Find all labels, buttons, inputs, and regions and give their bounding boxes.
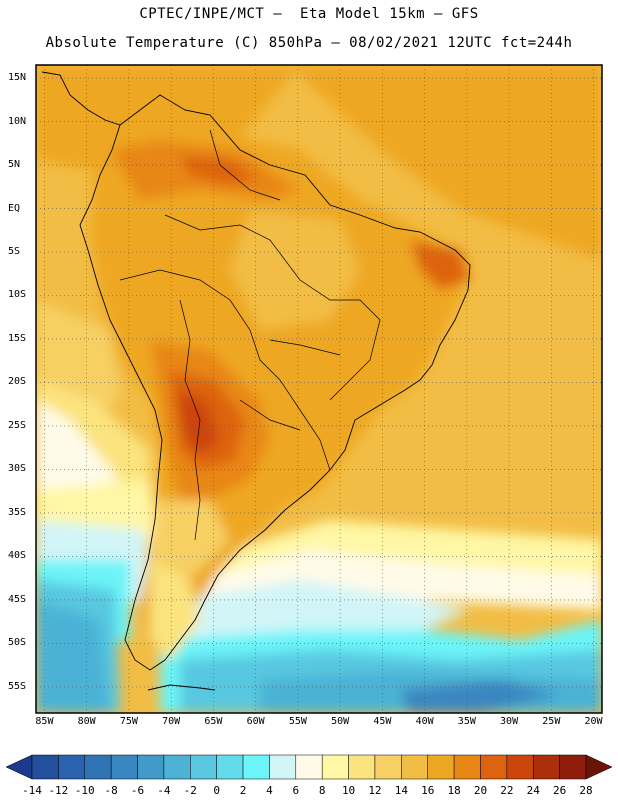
lat-label: 15S — [8, 332, 27, 344]
colorbar-tick-label: -8 — [104, 784, 118, 797]
lon-label: 65W — [204, 716, 223, 727]
colorbar-swatch — [137, 754, 165, 780]
colorbar-tick-label: 6 — [292, 784, 300, 797]
colorbar-swatch — [216, 754, 244, 780]
colorbar-swatch — [453, 754, 481, 780]
colorbar-swatch — [506, 754, 534, 780]
colorbar-tick-label: -6 — [130, 784, 145, 797]
colorbar-swatch — [84, 754, 112, 780]
lon-label: 55W — [288, 716, 307, 727]
colorbar-swatch — [321, 754, 349, 780]
colorbar-swatch — [58, 754, 86, 780]
lat-label: 50S — [8, 637, 27, 649]
lat-label: 5N — [8, 159, 21, 171]
colorbar-swatch — [242, 754, 270, 780]
lon-label: 75W — [119, 716, 138, 727]
colorbar-tick-label: 18 — [447, 784, 461, 797]
lon-label: 35W — [457, 716, 476, 727]
colorbar-swatch — [401, 754, 428, 780]
colorbar-tick-label: 24 — [526, 784, 540, 797]
lon-label: 85W — [35, 716, 54, 727]
colorbar-tick-label: -10 — [74, 784, 95, 797]
colorbar-tick-label: 16 — [421, 784, 435, 797]
lat-label: 10S — [8, 289, 27, 301]
colorbar-swatch — [163, 754, 191, 780]
colorbar-swatch — [559, 754, 587, 780]
colorbar-tick-label: -4 — [157, 784, 171, 797]
colorbar-tick-label: 26 — [552, 784, 567, 797]
lon-label: 20W — [584, 716, 603, 727]
colorbar-tick-label: 22 — [500, 784, 514, 797]
colorbar — [5, 754, 613, 780]
lon-label: 45W — [373, 716, 392, 727]
lon-label: 25W — [542, 716, 561, 727]
colorbar-max-triangle — [585, 754, 613, 780]
lat-label: 5S — [8, 246, 21, 257]
colorbar-min-triangle — [5, 754, 33, 780]
colorbar-swatch — [110, 754, 138, 780]
lat-label: 15N — [8, 72, 27, 84]
lat-label: 30S — [8, 463, 27, 475]
lat-label: 55S — [8, 680, 27, 692]
lon-label: 70W — [162, 716, 181, 727]
coastline-outline — [41, 71, 471, 691]
colorbar-tick-label: 8 — [318, 784, 326, 797]
lon-label: 50W — [331, 716, 350, 727]
country-borders — [119, 129, 381, 541]
lat-label: 25S — [8, 419, 27, 431]
colorbar-tick-label: 0 — [213, 784, 220, 797]
colorbar-swatch — [295, 754, 323, 780]
temperature-field — [36, 65, 602, 713]
colorbar-swatch — [31, 754, 59, 780]
colorbar-tick-label: -12 — [48, 784, 69, 797]
colorbar-tick-label: 4 — [266, 784, 273, 797]
colorbar-tick-label: 28 — [579, 784, 593, 797]
lat-label: 45S — [8, 593, 27, 605]
colorbar-swatch — [190, 754, 217, 780]
colorbar-tick-label: -2 — [183, 784, 197, 797]
lon-label: 40W — [415, 716, 434, 727]
lat-label: 20S — [8, 376, 27, 388]
lat-label: 40S — [8, 550, 27, 562]
colorbar-swatch — [269, 754, 297, 780]
colorbar-swatch — [427, 754, 455, 780]
lon-label: 80W — [77, 716, 96, 727]
lat-label: 35S — [8, 506, 27, 518]
colorbar-tick-label: 14 — [394, 784, 408, 797]
colorbar-swatch — [374, 754, 402, 780]
colorbar-tick-label: 20 — [473, 784, 488, 797]
colorbar-tick-label: 12 — [368, 784, 382, 797]
lon-label: 60W — [246, 716, 265, 727]
lat-label: 10N — [8, 115, 27, 127]
colorbar-swatch — [348, 754, 376, 780]
lat-label: EQ — [8, 202, 21, 214]
map-frame — [35, 64, 603, 714]
colorbar-tick-label: -14 — [22, 784, 42, 797]
colorbar-tick-label: 2 — [239, 784, 247, 797]
colorbar-tick-label: 10 — [341, 784, 356, 797]
chart-title-line2: Absolute Temperature (C) 850hPa – 08/02/… — [45, 35, 573, 51]
colorbar-swatch — [480, 754, 508, 780]
lon-label: 30W — [500, 716, 519, 727]
colorbar-swatch — [532, 754, 560, 780]
chart-title-line1: CPTEC/INPE/MCT – Eta Model 15km – GFS — [139, 6, 479, 22]
